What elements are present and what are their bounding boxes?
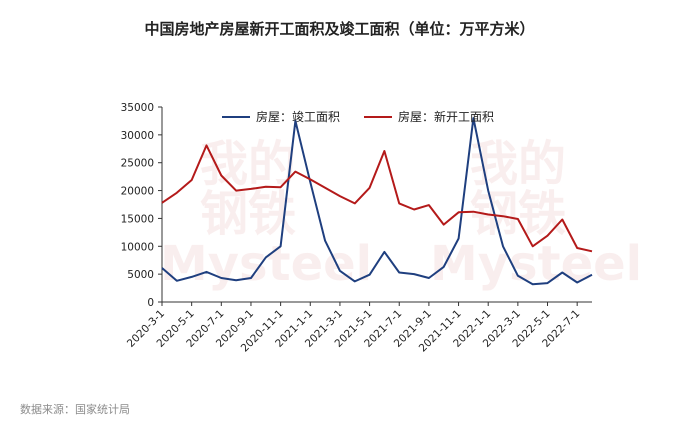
svg-text:钢铁: 钢铁	[200, 186, 296, 242]
legend: 房屋：竣工面积 房屋：新开工面积	[222, 109, 494, 124]
svg-text:Mysteel: Mysteel	[160, 236, 372, 292]
legend-label-0: 房屋：竣工面积	[256, 109, 340, 124]
chart-title: 中国房地产房屋新开工面积及竣工面积（单位：万平方米）	[144, 20, 535, 38]
series-layer	[161, 117, 593, 286]
series-line-0	[161, 117, 593, 286]
watermark: 我的 钢铁 Mysteel 我的 钢铁 Mysteel	[160, 136, 642, 292]
y-tick-label: 5000	[127, 269, 154, 281]
y-tick-label: 25000	[121, 158, 154, 170]
series-line-1	[161, 144, 593, 253]
y-tick-label: 30000	[121, 130, 154, 142]
y-tick-label: 10000	[121, 241, 154, 253]
legend-label-1: 房屋：新开工面积	[398, 109, 494, 124]
data-source-note: 数据来源：国家统计局	[20, 403, 130, 416]
y-tick-label: 15000	[121, 213, 154, 225]
y-tick-label: 0	[147, 297, 154, 309]
svg-text:我的: 我的	[200, 136, 296, 192]
y-tick-label: 35000	[121, 102, 154, 114]
svg-text:我的: 我的	[470, 136, 566, 192]
y-tick-label: 20000	[121, 186, 154, 198]
svg-text:Mysteel: Mysteel	[430, 236, 642, 292]
